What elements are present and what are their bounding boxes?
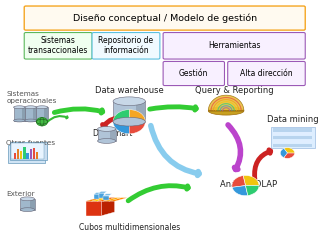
Ellipse shape <box>36 117 48 126</box>
Polygon shape <box>33 107 36 120</box>
Wedge shape <box>245 186 259 195</box>
Wedge shape <box>243 175 259 186</box>
Text: Repositorio de
información: Repositorio de información <box>99 36 153 55</box>
Text: Cubos multidimensionales: Cubos multidimensionales <box>78 223 180 232</box>
PathPatch shape <box>208 95 244 111</box>
Polygon shape <box>30 199 35 210</box>
Text: Data warehouse: Data warehouse <box>95 86 163 95</box>
Text: Exterior: Exterior <box>6 191 35 197</box>
Text: Data mining: Data mining <box>266 115 318 124</box>
Text: Data mart: Data mart <box>93 129 133 138</box>
Wedge shape <box>129 122 145 134</box>
Polygon shape <box>102 198 115 216</box>
Bar <box>26 153 29 159</box>
Text: Gestión: Gestión <box>179 69 208 78</box>
Polygon shape <box>86 198 104 201</box>
FancyBboxPatch shape <box>163 33 305 59</box>
Polygon shape <box>20 199 35 210</box>
Ellipse shape <box>36 119 48 122</box>
Polygon shape <box>97 198 116 201</box>
Bar <box>23 147 26 159</box>
Polygon shape <box>136 101 145 122</box>
FancyBboxPatch shape <box>163 61 224 86</box>
FancyBboxPatch shape <box>92 33 160 59</box>
Ellipse shape <box>113 117 145 126</box>
Text: Diseño conceptual / Modelo de gestión: Diseño conceptual / Modelo de gestión <box>73 13 257 23</box>
Polygon shape <box>22 107 25 120</box>
Text: Análisis OLAP: Análisis OLAP <box>220 180 277 189</box>
Text: Sistemas
operacionales: Sistemas operacionales <box>6 91 57 104</box>
Bar <box>30 149 32 159</box>
Ellipse shape <box>14 119 25 122</box>
Wedge shape <box>129 110 145 122</box>
Wedge shape <box>113 110 129 122</box>
Polygon shape <box>91 198 110 201</box>
Polygon shape <box>14 107 25 120</box>
Ellipse shape <box>36 106 48 109</box>
Bar <box>273 132 312 135</box>
Ellipse shape <box>14 106 25 109</box>
Ellipse shape <box>25 106 36 109</box>
Text: Sistemas
transaccionales: Sistemas transaccionales <box>28 36 88 55</box>
Polygon shape <box>99 191 107 193</box>
Polygon shape <box>94 193 102 194</box>
Polygon shape <box>44 107 48 120</box>
Polygon shape <box>86 201 102 216</box>
Wedge shape <box>284 148 295 153</box>
Text: Query & Reporting: Query & Reporting <box>195 86 274 95</box>
Wedge shape <box>113 122 129 134</box>
Wedge shape <box>232 176 245 187</box>
Ellipse shape <box>98 127 116 131</box>
Wedge shape <box>280 148 287 158</box>
Text: Herramientas: Herramientas <box>208 41 260 50</box>
Bar <box>271 127 315 148</box>
Bar <box>273 136 312 139</box>
Ellipse shape <box>20 197 35 201</box>
Polygon shape <box>94 194 99 199</box>
Bar <box>33 148 35 159</box>
Ellipse shape <box>113 97 145 106</box>
FancyBboxPatch shape <box>24 6 305 30</box>
Polygon shape <box>36 107 48 120</box>
Ellipse shape <box>208 107 244 115</box>
Polygon shape <box>103 198 122 201</box>
Bar <box>273 128 312 132</box>
Bar <box>36 152 38 159</box>
Bar <box>8 145 45 163</box>
Polygon shape <box>86 198 115 201</box>
FancyBboxPatch shape <box>228 61 305 86</box>
Bar <box>273 144 312 147</box>
Bar <box>10 142 47 160</box>
Polygon shape <box>99 193 104 198</box>
Bar <box>20 151 22 159</box>
Polygon shape <box>109 198 128 201</box>
Polygon shape <box>25 107 36 120</box>
Polygon shape <box>113 101 145 122</box>
Polygon shape <box>110 129 116 141</box>
Ellipse shape <box>98 139 116 143</box>
Polygon shape <box>103 196 109 200</box>
Ellipse shape <box>25 119 36 122</box>
Ellipse shape <box>20 208 35 212</box>
Polygon shape <box>103 194 112 196</box>
Ellipse shape <box>232 185 259 189</box>
Wedge shape <box>232 186 248 196</box>
Bar <box>273 140 312 143</box>
Text: Otras fuentes: Otras fuentes <box>6 141 56 146</box>
Polygon shape <box>98 129 116 141</box>
Bar <box>17 149 19 159</box>
FancyBboxPatch shape <box>24 33 92 59</box>
Wedge shape <box>284 153 295 158</box>
Text: Alta dirección: Alta dirección <box>240 69 293 78</box>
Bar <box>11 143 44 159</box>
Bar <box>14 153 16 159</box>
